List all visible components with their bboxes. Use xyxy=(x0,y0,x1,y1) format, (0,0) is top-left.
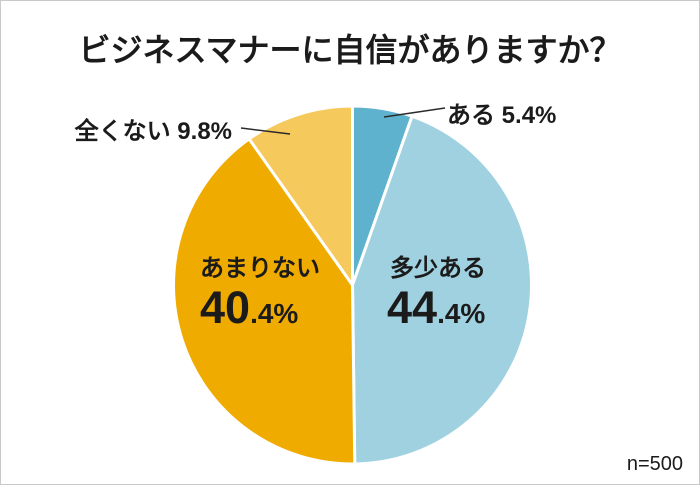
label-tashou-aru: 多少ある xyxy=(390,255,486,282)
pie-slice-3 xyxy=(172,137,357,466)
tashou-aru-pct-int: 44 xyxy=(387,282,438,333)
callout-line-aru xyxy=(383,107,446,118)
amari-nai-pct-frac: .4% xyxy=(250,298,299,329)
label-amari-nai-pct: 40.4% xyxy=(200,285,298,330)
label-tashou-aru-pct: 44.4% xyxy=(387,285,485,330)
label-aru: ある 5.4% xyxy=(447,95,556,130)
pie-slice-2 xyxy=(351,114,534,466)
chart-title: ビジネスマナーに自信がありますか？ xyxy=(78,32,622,68)
label-mattaku-nai-pct: 9.8% xyxy=(177,118,232,145)
label-amari-nai: あまりない xyxy=(200,255,320,282)
amari-nai-pct-int: 40 xyxy=(200,282,251,333)
pie-slices xyxy=(172,104,534,466)
callout-line-mattaku-nai xyxy=(240,127,291,135)
label-aru-name: ある xyxy=(447,102,495,129)
label-aru-pct: 5.4% xyxy=(501,102,557,129)
pie-slice-4 xyxy=(247,104,354,287)
label-mattaku-nai-name: 全くない xyxy=(74,118,171,145)
tashou-aru-pct-frac: .4% xyxy=(437,298,486,329)
sample-size: n=500 xyxy=(626,453,683,475)
label-mattaku-nai: 全くない 9.8% xyxy=(75,111,232,146)
